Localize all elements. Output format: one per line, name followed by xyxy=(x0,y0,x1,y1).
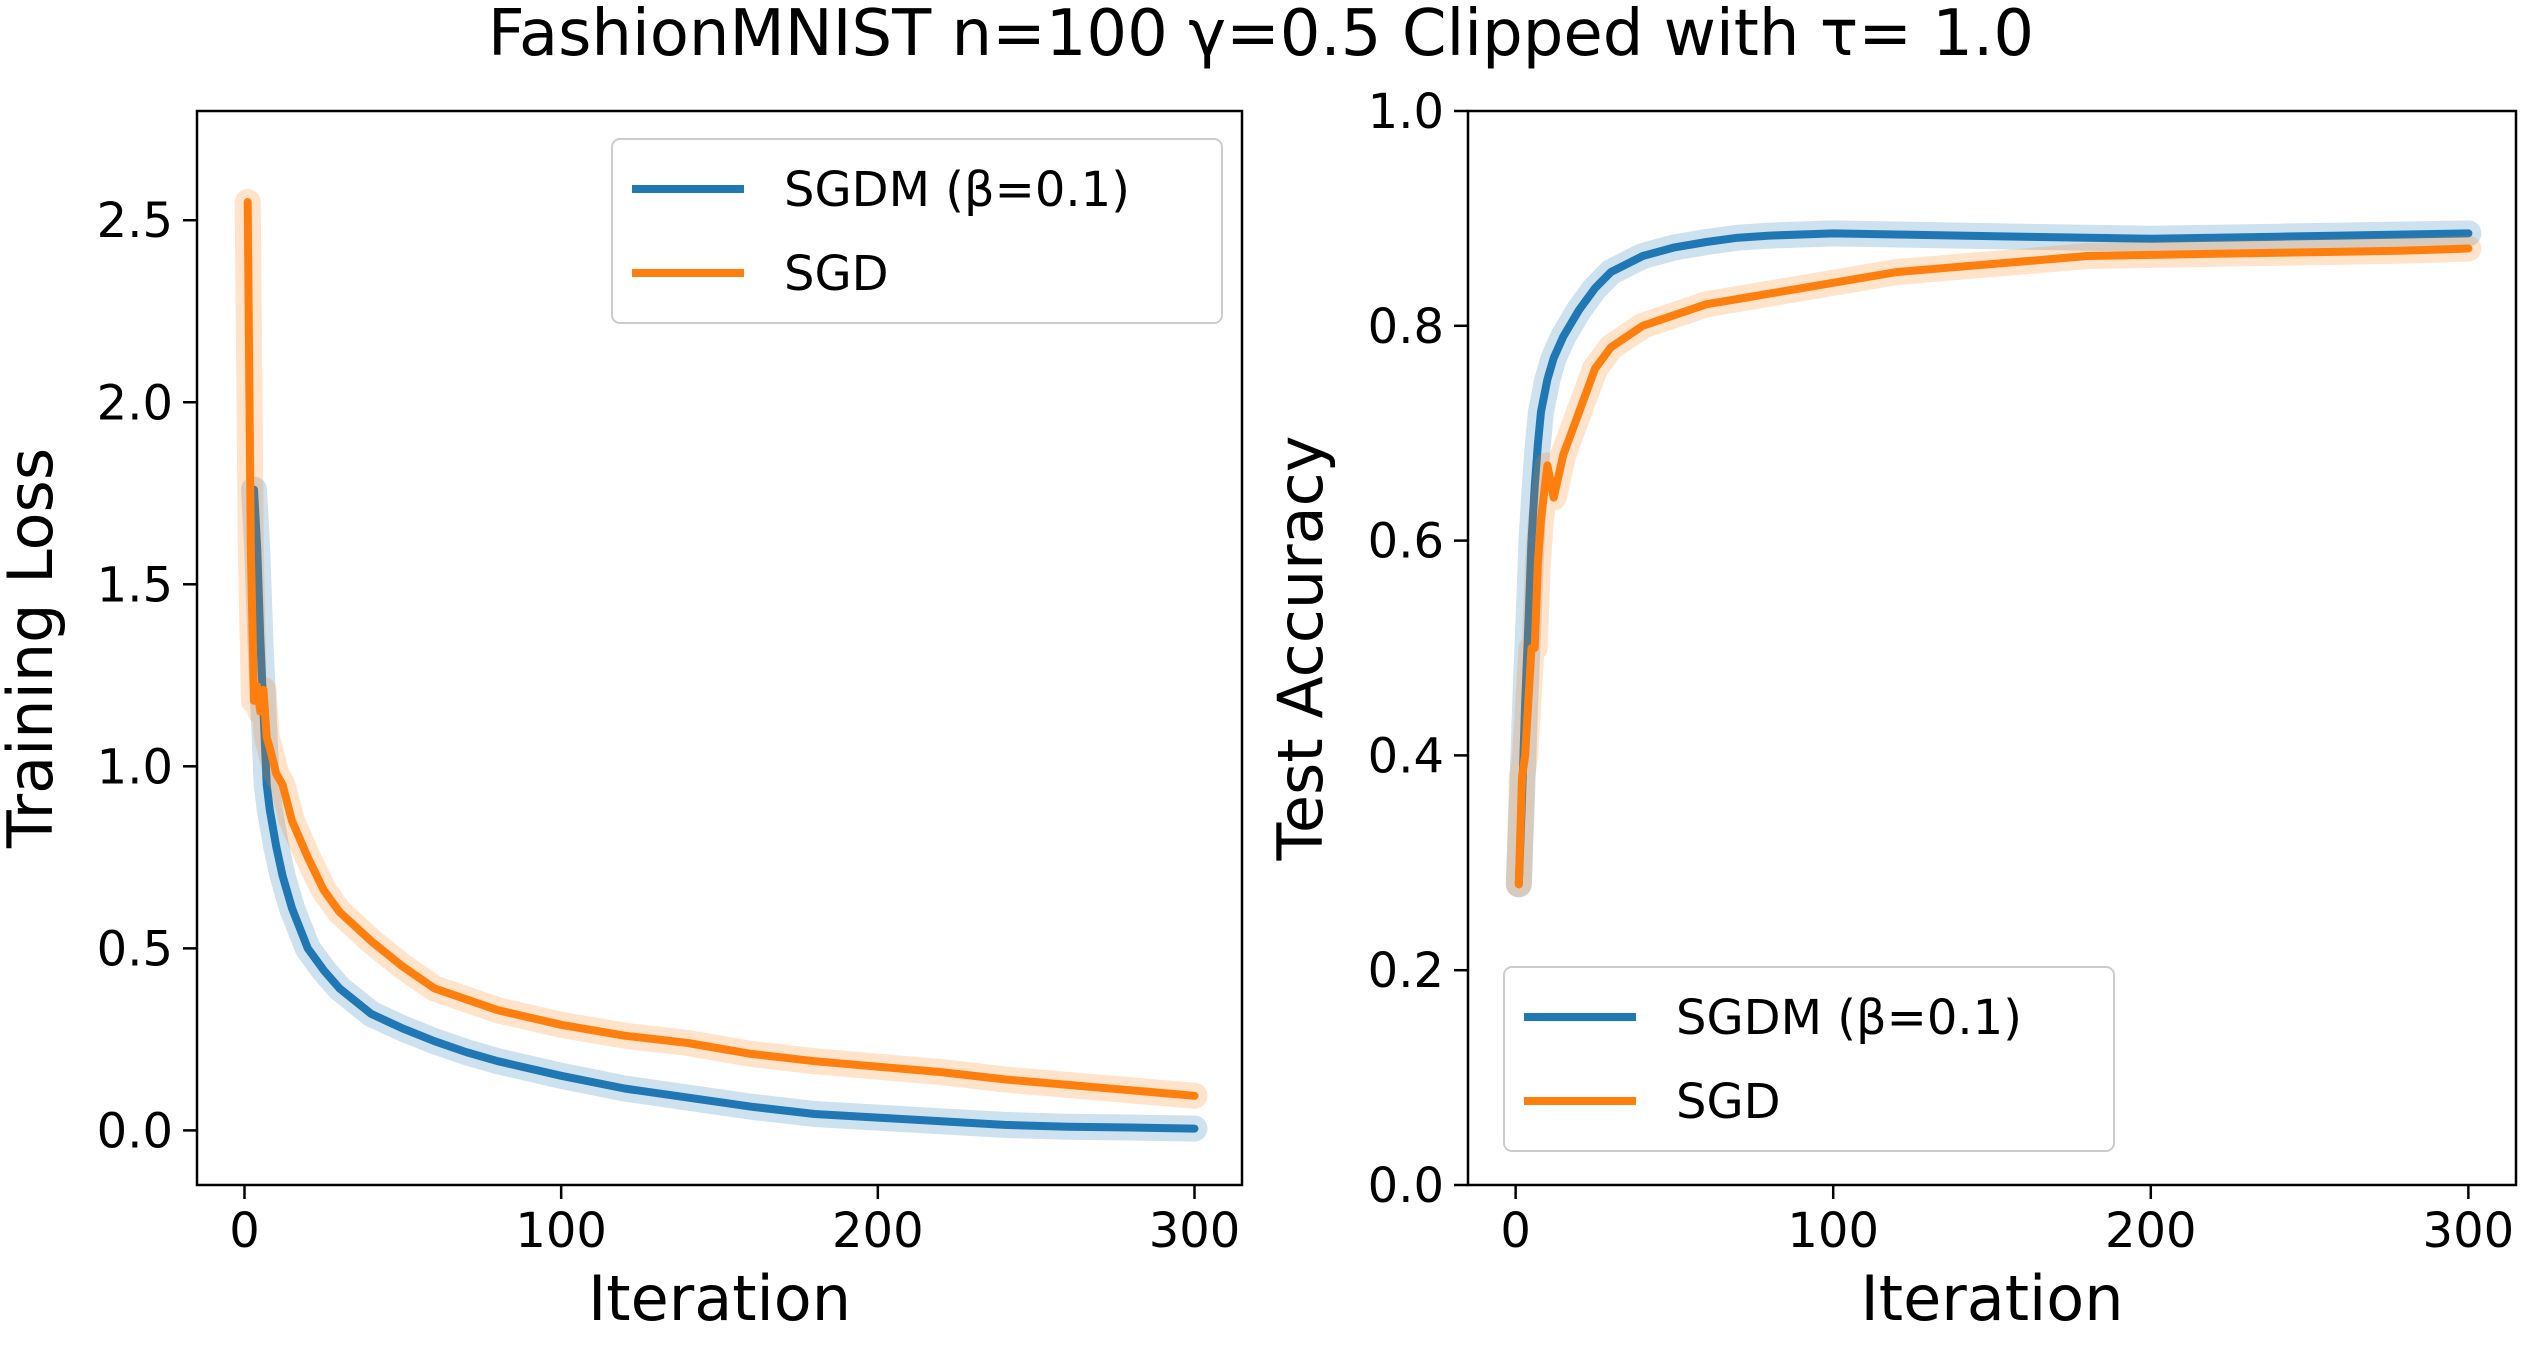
x-tick-label: 200 xyxy=(2105,1203,2197,1259)
legend-box xyxy=(1503,966,2115,1152)
chart-panel-1: 0 100 200 300 0.0 0.5 1.0 1.5 2.0 2.5 Iteration Tra… xyxy=(0,109,1244,1335)
figure-title: FashionMNIST n=100 γ=0.5 Clipped with τ=… xyxy=(487,0,2035,71)
x-tick-label: 100 xyxy=(515,1203,607,1259)
y-tick-label: 0.0 xyxy=(97,1103,173,1159)
x-tick-label: 300 xyxy=(1149,1203,1241,1259)
legend: SGDM (β=0.1) SGD xyxy=(1503,966,2115,1152)
y-tick-label: 2.5 xyxy=(97,193,173,249)
axes-frame xyxy=(1466,109,2518,1187)
legend-label-2: SGD xyxy=(1676,1074,1781,1130)
x-tick-label: 0 xyxy=(1500,1203,1531,1259)
series-line-2 xyxy=(243,198,1199,1100)
x-axis-label: Iteration xyxy=(588,1262,851,1335)
x-tick-label: 100 xyxy=(1787,1203,1879,1259)
series-line-1 xyxy=(250,485,1199,1133)
x-tick-label: 300 xyxy=(2423,1203,2515,1259)
legend-box xyxy=(611,138,1223,324)
y-axis-label: Test Accuracy xyxy=(1264,436,1337,862)
legend-label-1: SGDM (β=0.1) xyxy=(784,162,1130,218)
y-tick-label: 1.5 xyxy=(97,557,173,613)
y-axis-label: Training Loss xyxy=(0,448,67,849)
legend-label-1: SGDM (β=0.1) xyxy=(1676,990,2022,1046)
y-tick-label: 2.0 xyxy=(97,375,173,431)
axes-frame xyxy=(195,109,1244,1187)
y-tick-label: 0.5 xyxy=(97,921,173,977)
chart-panel-2: 0 100 200 300 0.0 0.2 0.4 0.6 0.8 1.0 Iteration Tes… xyxy=(1264,84,2518,1335)
series-band-1 xyxy=(241,476,1208,1142)
x-axis-label: Iteration xyxy=(1861,1262,2124,1335)
x-tick-label: 200 xyxy=(832,1203,924,1259)
y-tick-label: 1.0 xyxy=(1368,84,1444,140)
x-tick-label: 0 xyxy=(229,1203,260,1259)
y-tick-label: 0.0 xyxy=(1368,1158,1444,1214)
series-band-2 xyxy=(1505,235,2482,898)
series-line-1 xyxy=(1514,229,2473,889)
series-line-2 xyxy=(1514,244,2473,889)
series-band-2 xyxy=(234,189,1208,1109)
legend-label-2: SGD xyxy=(784,246,889,302)
legend: SGDM (β=0.1) SGD xyxy=(611,138,1223,324)
y-tick-label: 0.2 xyxy=(1368,943,1444,999)
y-tick-label: 0.8 xyxy=(1368,299,1444,355)
y-tick-label: 0.4 xyxy=(1368,728,1444,784)
y-tick-label: 0.6 xyxy=(1368,514,1444,570)
y-tick-label: 1.0 xyxy=(97,739,173,795)
